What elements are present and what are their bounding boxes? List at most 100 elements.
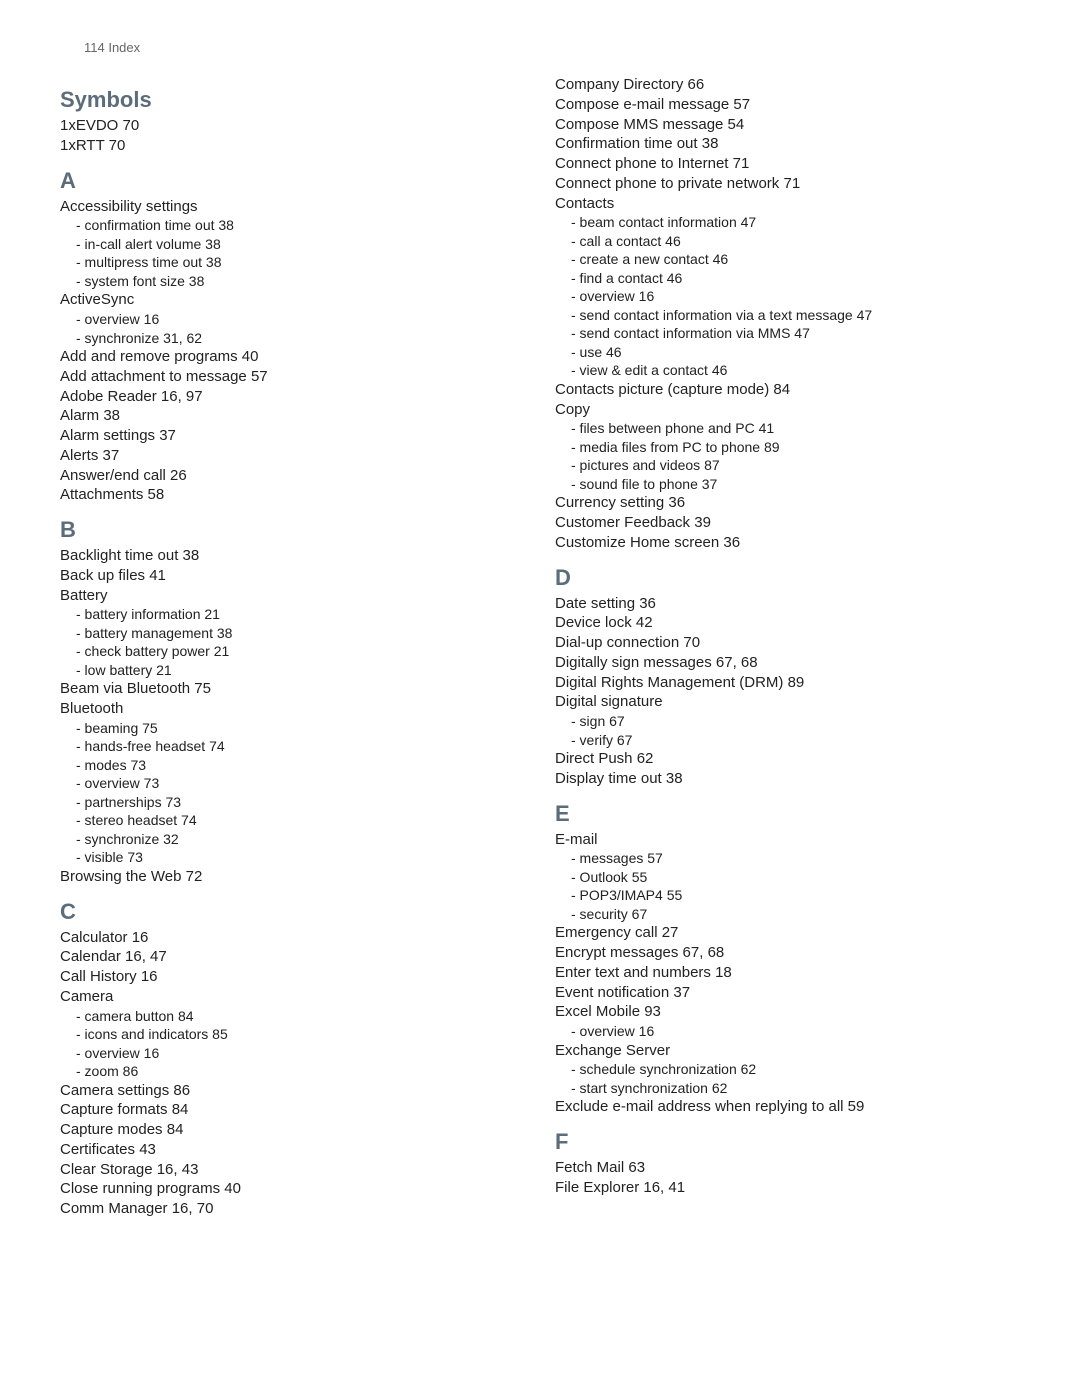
index-entry: Attachments 58 [60, 486, 525, 505]
index-entry: Device lock 42 [555, 614, 1020, 633]
index-entry: Dial-up connection 70 [555, 634, 1020, 653]
index-subentry: - in-call alert volume 38 [76, 236, 525, 254]
index-entry: Accessibility settings [60, 198, 525, 217]
index-entry: Confirmation time out 38 [555, 135, 1020, 154]
index-entry: Compose e-mail message 57 [555, 96, 1020, 115]
index-entry: Exchange Server [555, 1042, 1020, 1061]
index-subentry: - synchronize 31, 62 [76, 330, 525, 348]
index-entry: Bluetooth [60, 700, 525, 719]
index-subentry: - sound file to phone 37 [571, 476, 1020, 494]
index-entry: Connect phone to Internet 71 [555, 155, 1020, 174]
index-entry: Customize Home screen 36 [555, 534, 1020, 553]
index-entry: Company Directory 66 [555, 76, 1020, 95]
index-subentry: - overview 16 [571, 288, 1020, 306]
section-heading: A [60, 168, 525, 194]
index-subentry: - verify 67 [571, 732, 1020, 750]
index-entry: Event notification 37 [555, 984, 1020, 1003]
index-subentry: - schedule synchronization 62 [571, 1061, 1020, 1079]
index-entry: Fetch Mail 63 [555, 1159, 1020, 1178]
index-entry: 1xRTT 70 [60, 137, 525, 156]
index-subentry: - create a new contact 46 [571, 251, 1020, 269]
index-entry: ActiveSync [60, 291, 525, 310]
index-subentry: - confirmation time out 38 [76, 217, 525, 235]
index-entry: Add attachment to message 57 [60, 368, 525, 387]
index-subentry: - overview 16 [76, 1045, 525, 1063]
index-entry: Date setting 36 [555, 595, 1020, 614]
index-entry: Alerts 37 [60, 447, 525, 466]
index-entry: Display time out 38 [555, 770, 1020, 789]
index-entry: Calendar 16, 47 [60, 948, 525, 967]
index-subentry: - call a contact 46 [571, 233, 1020, 251]
index-subentry: - overview 16 [76, 311, 525, 329]
index-subentry: - zoom 86 [76, 1063, 525, 1081]
index-columns: Symbols 1xEVDO 701xRTT 70 A Accessibility s… [60, 75, 1020, 1220]
index-subentry: - battery information 21 [76, 606, 525, 624]
index-subentry: - multipress time out 38 [76, 254, 525, 272]
column-right: Company Directory 66Compose e-mail messa… [555, 75, 1020, 1220]
index-entry: File Explorer 16, 41 [555, 1179, 1020, 1198]
index-entry: Customer Feedback 39 [555, 514, 1020, 533]
index-entry: Alarm 38 [60, 407, 525, 426]
index-entry: Camera [60, 988, 525, 1007]
index-entry: Enter text and numbers 18 [555, 964, 1020, 983]
index-entry: Battery [60, 587, 525, 606]
index-entry: Emergency call 27 [555, 924, 1020, 943]
index-subentry: - media files from PC to phone 89 [571, 439, 1020, 457]
index-entry: E-mail [555, 831, 1020, 850]
index-subentry: - send contact information via a text me… [571, 307, 1020, 325]
index-entry: Capture formats 84 [60, 1101, 525, 1120]
index-subentry: - check battery power 21 [76, 643, 525, 661]
index-subentry: - system font size 38 [76, 273, 525, 291]
index-subentry: - sign 67 [571, 713, 1020, 731]
index-subentry: - send contact information via MMS 47 [571, 325, 1020, 343]
index-subentry: - stereo headset 74 [76, 812, 525, 830]
index-entry: Certificates 43 [60, 1141, 525, 1160]
index-entry: Contacts [555, 195, 1020, 214]
section-heading: Symbols [60, 87, 525, 113]
index-subentry: - synchronize 32 [76, 831, 525, 849]
index-entry: Capture modes 84 [60, 1121, 525, 1140]
section-heading: E [555, 801, 1020, 827]
index-entry: Adobe Reader 16, 97 [60, 388, 525, 407]
index-entry: Encrypt messages 67, 68 [555, 944, 1020, 963]
index-subentry: - battery management 38 [76, 625, 525, 643]
index-subentry: - Outlook 55 [571, 869, 1020, 887]
page-header: 114 Index [84, 40, 1020, 55]
index-entry: Clear Storage 16, 43 [60, 1161, 525, 1180]
index-subentry: - visible 73 [76, 849, 525, 867]
index-entry: Compose MMS message 54 [555, 116, 1020, 135]
column-left: Symbols 1xEVDO 701xRTT 70 A Accessibility s… [60, 75, 525, 1220]
index-subentry: - start synchronization 62 [571, 1080, 1020, 1098]
index-subentry: - pictures and videos 87 [571, 457, 1020, 475]
index-entry: Back up files 41 [60, 567, 525, 586]
index-subentry: - hands-free headset 74 [76, 738, 525, 756]
index-subentry: - icons and indicators 85 [76, 1026, 525, 1044]
index-entry: Camera settings 86 [60, 1082, 525, 1101]
index-entry: Direct Push 62 [555, 750, 1020, 769]
index-subentry: - beaming 75 [76, 720, 525, 738]
index-entry: Browsing the Web 72 [60, 868, 525, 887]
index-subentry: - POP3/IMAP4 55 [571, 887, 1020, 905]
index-entry: Copy [555, 401, 1020, 420]
index-subentry: - partnerships 73 [76, 794, 525, 812]
index-entry: Add and remove programs 40 [60, 348, 525, 367]
index-subentry: - view & edit a contact 46 [571, 362, 1020, 380]
index-entry: 1xEVDO 70 [60, 117, 525, 136]
index-entry: Digitally sign messages 67, 68 [555, 654, 1020, 673]
index-entry: Contacts picture (capture mode) 84 [555, 381, 1020, 400]
index-entry: Connect phone to private network 71 [555, 175, 1020, 194]
index-entry: Digital Rights Management (DRM) 89 [555, 674, 1020, 693]
index-subentry: - messages 57 [571, 850, 1020, 868]
index-subentry: - find a contact 46 [571, 270, 1020, 288]
index-subentry: - overview 73 [76, 775, 525, 793]
index-entry: Call History 16 [60, 968, 525, 987]
index-entry: Currency setting 36 [555, 494, 1020, 513]
index-subentry: - camera button 84 [76, 1008, 525, 1026]
index-entry: Calculator 16 [60, 929, 525, 948]
index-entry: Excel Mobile 93 [555, 1003, 1020, 1022]
index-entry: Backlight time out 38 [60, 547, 525, 566]
index-subentry: - beam contact information 47 [571, 214, 1020, 232]
index-entry: Beam via Bluetooth 75 [60, 680, 525, 699]
index-entry: Digital signature [555, 693, 1020, 712]
index-entry: Answer/end call 26 [60, 467, 525, 486]
